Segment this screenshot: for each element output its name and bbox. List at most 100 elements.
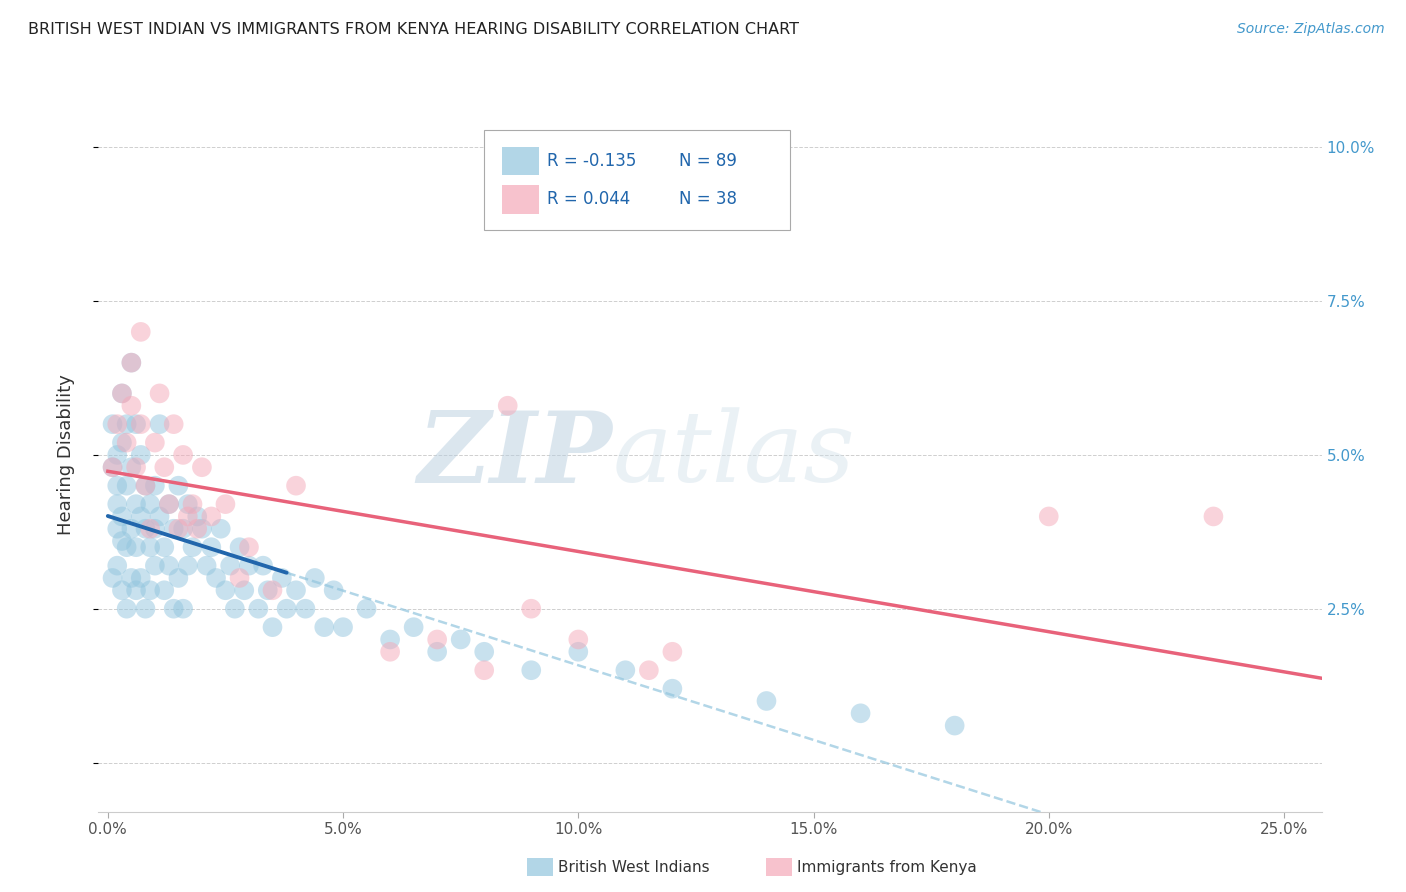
Point bbox=[332, 620, 354, 634]
Text: R = -0.135: R = -0.135 bbox=[547, 152, 637, 169]
Point bbox=[149, 417, 172, 432]
Point bbox=[105, 448, 128, 462]
Point bbox=[163, 601, 186, 615]
Point bbox=[214, 497, 236, 511]
Point bbox=[125, 460, 148, 475]
Text: ZIP: ZIP bbox=[418, 407, 612, 503]
Point bbox=[120, 356, 142, 370]
Point bbox=[191, 460, 214, 475]
Point bbox=[191, 522, 214, 536]
Point bbox=[356, 601, 378, 615]
Point bbox=[567, 645, 589, 659]
Point bbox=[181, 540, 204, 554]
Point bbox=[157, 497, 180, 511]
Point bbox=[285, 583, 308, 598]
Point bbox=[472, 663, 495, 677]
Point bbox=[177, 509, 200, 524]
Point bbox=[200, 509, 222, 524]
Point bbox=[115, 601, 138, 615]
Point bbox=[228, 571, 250, 585]
Point bbox=[637, 663, 661, 677]
Point bbox=[153, 460, 176, 475]
Point bbox=[294, 601, 316, 615]
Point bbox=[139, 583, 162, 598]
Point bbox=[520, 601, 543, 615]
Point bbox=[219, 558, 242, 573]
Point bbox=[111, 509, 134, 524]
Point bbox=[111, 386, 134, 401]
Point bbox=[186, 522, 208, 536]
Point bbox=[139, 522, 162, 536]
Point bbox=[120, 460, 142, 475]
Point bbox=[172, 522, 194, 536]
Point bbox=[567, 632, 589, 647]
Point bbox=[200, 540, 222, 554]
Point bbox=[172, 448, 194, 462]
Point bbox=[177, 497, 200, 511]
Point bbox=[129, 448, 152, 462]
Text: N = 38: N = 38 bbox=[679, 191, 738, 209]
Point bbox=[256, 583, 278, 598]
Text: Source: ZipAtlas.com: Source: ZipAtlas.com bbox=[1237, 22, 1385, 37]
Point bbox=[472, 645, 495, 659]
Text: atlas: atlas bbox=[612, 408, 855, 502]
Point bbox=[120, 356, 142, 370]
Point bbox=[143, 522, 166, 536]
Point bbox=[111, 534, 134, 549]
Point bbox=[755, 694, 778, 708]
Point bbox=[238, 540, 260, 554]
Point bbox=[252, 558, 274, 573]
Text: British West Indians: British West Indians bbox=[558, 860, 710, 874]
Point bbox=[134, 601, 156, 615]
Point bbox=[111, 583, 134, 598]
Point bbox=[214, 583, 236, 598]
Point bbox=[1038, 509, 1060, 524]
Point bbox=[105, 522, 128, 536]
Point bbox=[228, 540, 250, 554]
Point bbox=[105, 417, 128, 432]
Point bbox=[205, 571, 228, 585]
Point bbox=[143, 478, 166, 492]
Point bbox=[378, 632, 401, 647]
Point bbox=[129, 417, 152, 432]
Point bbox=[262, 620, 284, 634]
Point bbox=[125, 497, 148, 511]
Point bbox=[101, 417, 124, 432]
Point bbox=[153, 540, 176, 554]
Point bbox=[163, 522, 186, 536]
Point bbox=[115, 417, 138, 432]
Point bbox=[661, 645, 683, 659]
Point bbox=[450, 632, 472, 647]
Point bbox=[209, 522, 232, 536]
Point bbox=[262, 583, 284, 598]
Text: BRITISH WEST INDIAN VS IMMIGRANTS FROM KENYA HEARING DISABILITY CORRELATION CHAR: BRITISH WEST INDIAN VS IMMIGRANTS FROM K… bbox=[28, 22, 799, 37]
Point bbox=[125, 417, 148, 432]
Point bbox=[304, 571, 326, 585]
Point bbox=[520, 663, 543, 677]
Text: R = 0.044: R = 0.044 bbox=[547, 191, 631, 209]
Point bbox=[115, 478, 138, 492]
Point bbox=[276, 601, 298, 615]
Point bbox=[314, 620, 336, 634]
Point bbox=[134, 478, 156, 492]
Point bbox=[105, 478, 128, 492]
Point bbox=[129, 325, 152, 339]
Point bbox=[378, 645, 401, 659]
Point bbox=[115, 435, 138, 450]
Point bbox=[139, 497, 162, 511]
Point bbox=[149, 386, 172, 401]
FancyBboxPatch shape bbox=[484, 130, 790, 230]
Point bbox=[143, 435, 166, 450]
Point bbox=[167, 522, 190, 536]
Point bbox=[238, 558, 260, 573]
Point bbox=[186, 509, 208, 524]
Point bbox=[285, 478, 308, 492]
Point bbox=[115, 540, 138, 554]
Point bbox=[157, 558, 180, 573]
Point bbox=[496, 399, 519, 413]
Point bbox=[139, 540, 162, 554]
FancyBboxPatch shape bbox=[502, 146, 538, 175]
Point bbox=[1202, 509, 1225, 524]
Point bbox=[105, 558, 128, 573]
Point bbox=[661, 681, 683, 696]
